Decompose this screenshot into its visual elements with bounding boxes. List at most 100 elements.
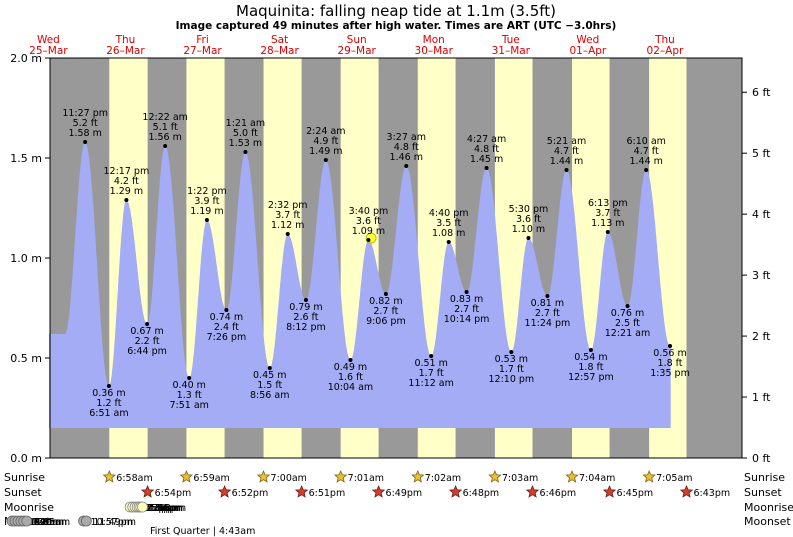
tide-label: 1.3 ft (177, 390, 202, 401)
moonset-icon (21, 515, 33, 527)
tide-label: 3.7 ft (595, 208, 620, 219)
y-tick-label-right: 4 ft (752, 208, 771, 221)
tide-label: 1:21 am (226, 118, 265, 129)
tide-label: 1.10 m (512, 224, 545, 235)
day-name-label: Thu (115, 34, 136, 46)
tide-extreme-point (145, 322, 150, 326)
y-tick-label-right: 1 ft (752, 391, 771, 404)
moonrise-time: 3:39pm (144, 503, 181, 514)
sunrise-time: 7:05am (656, 473, 692, 484)
moonset-icon (80, 515, 92, 527)
tide-extreme-point (366, 238, 371, 242)
sunrise-time: 7:00am (271, 473, 307, 484)
tide-label: 3:27 am (387, 132, 426, 143)
tide-label: 5.0 ft (233, 128, 258, 139)
tide-extreme-point (429, 354, 434, 358)
sunrise-icon (179, 469, 194, 483)
tide-label: 2.2 ft (135, 336, 160, 347)
tide-extreme-point (564, 168, 569, 172)
sunrise-time: 6:59am (193, 473, 229, 484)
moonrise-time: 4:14pm (146, 503, 183, 514)
tide-label: 1.44 m (550, 156, 583, 167)
tide-label: 0.67 m (130, 326, 163, 337)
tide-extreme-point (106, 384, 111, 388)
tide-label: 3.7 ft (275, 210, 300, 221)
sunset-time: 6:43pm (694, 488, 731, 499)
tide-extreme-point (668, 344, 673, 348)
tide-label: 5.2 ft (73, 118, 98, 129)
tide-extreme-point (625, 304, 630, 308)
tide-label: 6:10 am (626, 136, 665, 147)
sunrise-icon (488, 469, 502, 483)
tide-extreme-point (285, 232, 290, 236)
sunset-icon (679, 484, 694, 498)
y-tick-label-left: 1.5 m (10, 152, 42, 165)
tide-label: 2.7 ft (373, 306, 398, 317)
tide-label: 3.5 ft (436, 218, 461, 229)
tide-extreme-point (404, 164, 409, 168)
moonset-time: 4:20am (31, 517, 67, 528)
tide-label: 4.2 ft (114, 176, 139, 187)
day-name-label: Wed (576, 34, 599, 46)
tide-extreme-point (383, 292, 388, 296)
tide-label: 12:21 am (605, 328, 650, 339)
tide-label: 3.6 ft (356, 216, 381, 227)
tide-label: 0.54 m (574, 352, 607, 363)
sunset-time: 6:49pm (386, 488, 423, 499)
chart-subtitle: Image captured 49 minutes after high wat… (176, 20, 617, 32)
tide-label: 1.46 m (390, 152, 423, 163)
y-tick-label-left: 1.0 m (10, 252, 42, 265)
moonrise-time: 4:46pm (148, 503, 185, 514)
tide-label: 0.45 m (253, 370, 286, 381)
tide-label: 9:06 pm (366, 316, 406, 327)
tide-label: 5:30 pm (509, 204, 549, 215)
tide-label: 2.7 ft (454, 304, 479, 315)
sunrise-icon (256, 469, 271, 483)
tide-extreme-point (187, 376, 192, 380)
tide-extreme-point (163, 144, 168, 148)
tide-label: 4.8 ft (474, 144, 499, 155)
tide-extreme-point (545, 294, 550, 298)
day-date-label: 29–Mar (337, 45, 376, 57)
moonrise-time: 5:18pm (149, 503, 186, 514)
tide-extreme-point (124, 198, 129, 202)
tide-label: 4:27 am (467, 134, 506, 145)
tide-extreme-point (243, 150, 248, 154)
day-name-label: Wed (37, 34, 60, 46)
tide-extreme-point (267, 366, 272, 370)
tide-label: 11:24 pm (525, 318, 571, 329)
moonset-time: 12:42am (19, 517, 61, 528)
tide-label: 10:04 am (328, 382, 373, 393)
tide-labels: 11:27 pm5.2 ft1.58 m 0.36 m1.2 ft6:51 am 1… (62, 108, 690, 419)
tide-label: 1.44 m (629, 156, 662, 167)
y-tick-label-right: 0 ft (752, 452, 771, 465)
sunset-icon (371, 484, 386, 498)
tide-extreme-point (323, 158, 328, 162)
tide-label: 3.6 ft (516, 214, 541, 225)
tide-extreme-point (464, 290, 469, 294)
tide-label: 6:13 pm (588, 198, 628, 209)
sunset-icon (525, 484, 540, 498)
axes: 0.0 m 0.5 m 1.0 m 1.5 m 2.0 m 0 ft 1 ft 2 ft 3 f… (10, 34, 771, 465)
moonset-time: 5:15am (34, 517, 70, 528)
tide-label: 1.08 m (432, 228, 465, 239)
chart-title: Maquinita: falling neap tide at 1.1m (3.… (236, 2, 556, 20)
moonrise-time: 2:16pm (140, 503, 177, 514)
tide-label: 0.82 m (369, 296, 402, 307)
tide-label: 2.5 ft (615, 318, 640, 329)
tide-label: 12:17 pm (104, 166, 150, 177)
tide-label: 3.9 ft (194, 196, 219, 207)
tide-label: 12:57 pm (568, 372, 614, 383)
tide-label: 1.19 m (190, 206, 223, 217)
tide-extreme-point (224, 308, 229, 312)
tide-extreme-point (644, 168, 649, 172)
tide-label: 0.83 m (450, 294, 483, 305)
row-label-right: Moonset (744, 515, 791, 528)
sunset-time: 6:46pm (540, 488, 577, 499)
tide-label: 2.4 ft (214, 322, 239, 333)
tide-extreme-point (605, 230, 610, 234)
row-label-right: Moonrise (744, 501, 793, 514)
tide-label: 1:35 pm (650, 368, 690, 379)
tide-extreme-point (588, 348, 593, 352)
